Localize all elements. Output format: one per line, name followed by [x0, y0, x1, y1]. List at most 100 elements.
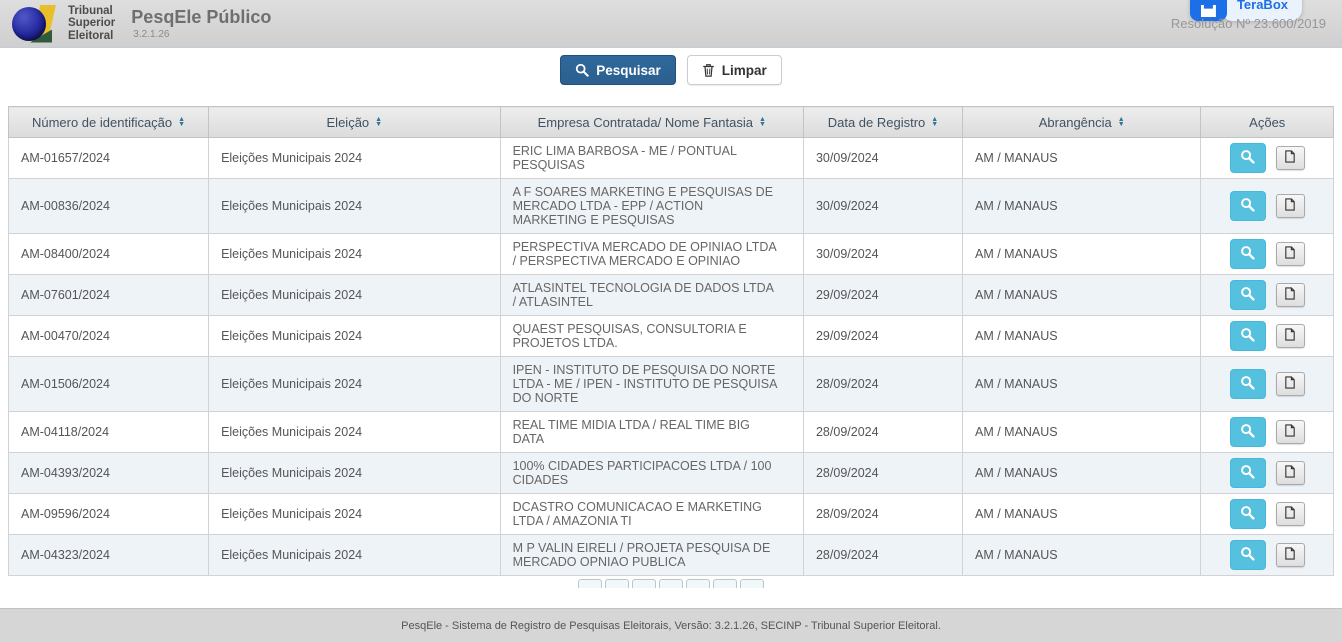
company-cell: PERSPECTIVA MERCADO DE OPINIAO LTDA / PE… [499, 233, 804, 275]
results-table-wrap: Número de identificação ▲ ▼ Eleição ▲ ▼ Empr… [7, 106, 1334, 576]
identification-number-cell: AM-01657/2024 [7, 137, 210, 179]
pagination [0, 579, 1342, 588]
report-button[interactable] [1275, 194, 1305, 218]
column-header-id[interactable]: Número de identificação ▲ ▼ [7, 106, 210, 138]
view-details-button[interactable] [1229, 417, 1266, 447]
identification-number-cell: AM-00836/2024 [7, 178, 210, 234]
register-date-cell: 28/09/2024 [802, 452, 963, 494]
document-icon [1284, 506, 1296, 522]
clear-button[interactable]: Limpar [686, 55, 782, 85]
column-header-actions-label: Ações [1249, 114, 1286, 130]
sort-icon[interactable]: ▲ ▼ [178, 116, 186, 128]
page-title: PesqEle Público [131, 7, 272, 27]
pagination-button[interactable] [686, 579, 710, 588]
results-table: Número de identificação ▲ ▼ Eleição ▲ ▼ Empr… [7, 106, 1334, 576]
pagination-button[interactable] [632, 579, 656, 588]
terabox-label[interactable]: TeraBox [1220, 0, 1302, 21]
table-row: AM-04393/2024 Eleições Municipais 2024 1… [7, 452, 1334, 494]
company-cell: 100% CIDADES PARTICIPACOES LTDA / 100 CI… [499, 452, 804, 494]
magnifier-icon [1240, 245, 1255, 263]
magnifier-icon [1240, 286, 1255, 304]
table-row: AM-00836/2024 Eleições Municipais 2024 A… [7, 178, 1334, 234]
register-date-cell: 28/09/2024 [802, 411, 963, 453]
magnifier-icon [1240, 327, 1255, 345]
resolution-text: Resolução Nº 23.600/2019 [1170, 16, 1326, 31]
document-icon [1284, 328, 1296, 344]
document-icon [1284, 424, 1296, 440]
company-cell: ATLASINTEL TECNOLOGIA DE DADOS LTDA / AT… [499, 274, 804, 316]
terabox-extension-badge[interactable]: TeraBox [1189, 0, 1302, 21]
report-button[interactable] [1275, 461, 1305, 485]
election-cell: Eleições Municipais 2024 [208, 233, 501, 275]
column-header-scope[interactable]: Abrangência ▲ ▼ [961, 106, 1202, 138]
search-button[interactable]: Pesquisar [560, 55, 676, 85]
report-button[interactable] [1275, 543, 1305, 567]
company-cell: QUAEST PESQUISAS, CONSULTORIA E PROJETOS… [499, 315, 804, 357]
table-header-row: Número de identificação ▲ ▼ Eleição ▲ ▼ Empr… [7, 106, 1334, 138]
column-header-actions: Ações [1200, 106, 1334, 138]
view-details-button[interactable] [1229, 143, 1266, 173]
identification-number-cell: AM-04323/2024 [7, 534, 210, 576]
document-icon [1284, 198, 1296, 214]
report-button[interactable] [1275, 283, 1305, 307]
table-row: AM-04118/2024 Eleições Municipais 2024 R… [7, 411, 1334, 453]
view-details-button[interactable] [1229, 540, 1266, 570]
view-details-button[interactable] [1229, 499, 1266, 529]
report-button[interactable] [1275, 242, 1305, 266]
actions-cell [1200, 233, 1334, 275]
report-button[interactable] [1275, 372, 1305, 396]
company-cell: REAL TIME MIDIA LTDA / REAL TIME BIG DAT… [499, 411, 804, 453]
election-cell: Eleições Municipais 2024 [208, 315, 501, 357]
report-button[interactable] [1275, 324, 1305, 348]
report-button[interactable] [1275, 502, 1305, 526]
view-details-button[interactable] [1229, 458, 1266, 488]
app-footer: PesqEle - Sistema de Registro de Pesquis… [0, 608, 1342, 642]
magnifier-icon [1240, 423, 1255, 441]
column-header-date[interactable]: Data de Registro ▲ ▼ [802, 106, 963, 138]
document-icon [1284, 246, 1296, 262]
pagination-button[interactable] [578, 579, 602, 588]
document-icon [1284, 465, 1296, 481]
pagination-button[interactable] [740, 579, 764, 588]
table-body: AM-01657/2024 Eleições Municipais 2024 E… [7, 137, 1334, 576]
magnifier-icon [1240, 464, 1255, 482]
table-row: AM-04323/2024 Eleições Municipais 2024 M… [7, 534, 1334, 576]
sort-icon[interactable]: ▲ ▼ [758, 116, 766, 128]
scope-cell: AM / MANAUS [961, 534, 1202, 576]
view-details-button[interactable] [1229, 239, 1266, 269]
view-details-button[interactable] [1229, 369, 1266, 399]
search-toolbar: Pesquisar Limpar [0, 48, 1342, 85]
sort-icon[interactable]: ▲ ▼ [931, 116, 939, 128]
clear-button-label: Limpar [721, 62, 767, 78]
magnifier-icon [1240, 197, 1255, 215]
view-details-button[interactable] [1229, 280, 1266, 310]
company-cell: DCASTRO COMUNICACAO E MARKETING LTDA / A… [499, 493, 804, 535]
scope-cell: AM / MANAUS [961, 411, 1202, 453]
pagination-button[interactable] [605, 579, 629, 588]
column-header-election[interactable]: Eleição ▲ ▼ [208, 106, 501, 138]
register-date-cell: 30/09/2024 [802, 233, 963, 275]
actions-cell [1200, 356, 1334, 412]
pagination-button[interactable] [713, 579, 737, 588]
pagination-button[interactable] [659, 579, 683, 588]
view-details-button[interactable] [1229, 191, 1266, 221]
election-cell: Eleições Municipais 2024 [208, 356, 501, 412]
sort-icon[interactable]: ▲ ▼ [1117, 116, 1125, 128]
table-row: AM-09596/2024 Eleições Municipais 2024 D… [7, 493, 1334, 535]
sort-icon[interactable]: ▲ ▼ [375, 116, 383, 128]
terabox-icon[interactable] [1189, 0, 1227, 21]
magnifier-icon [575, 63, 589, 77]
actions-cell [1200, 137, 1334, 179]
scope-cell: AM / MANAUS [961, 274, 1202, 316]
election-cell: Eleições Municipais 2024 [208, 274, 501, 316]
tse-logo [10, 4, 62, 44]
election-cell: Eleições Municipais 2024 [208, 137, 501, 179]
view-details-button[interactable] [1229, 321, 1266, 351]
column-header-date-label: Data de Registro [827, 114, 926, 130]
report-button[interactable] [1275, 146, 1305, 170]
column-header-election-label: Eleição [326, 114, 370, 130]
register-date-cell: 29/09/2024 [802, 315, 963, 357]
report-button[interactable] [1275, 420, 1305, 444]
column-header-company[interactable]: Empresa Contratada/ Nome Fantasia ▲ ▼ [499, 106, 804, 138]
